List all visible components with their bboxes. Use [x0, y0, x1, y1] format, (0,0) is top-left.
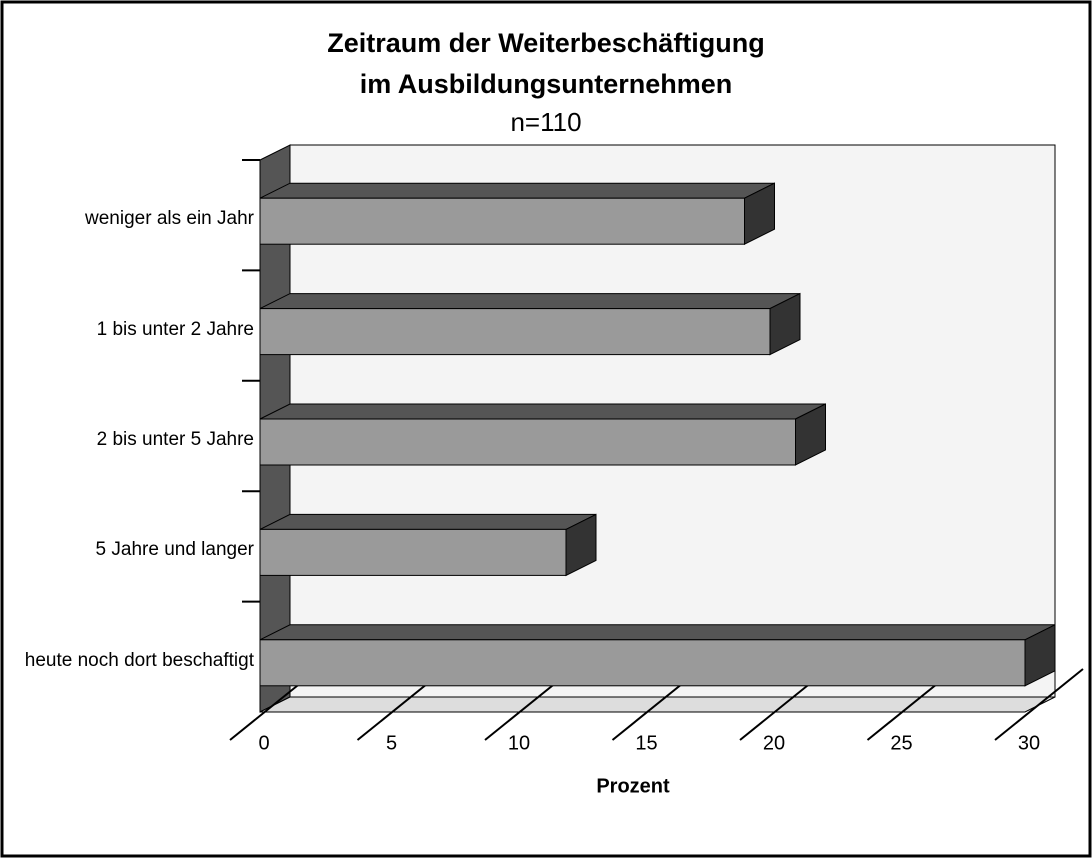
bar [259, 197, 745, 245]
chart-title: Zeitraum der Weiterbeschäftigung [327, 28, 765, 58]
bar [259, 528, 567, 576]
x-tick [994, 668, 1084, 741]
bar-top [259, 403, 826, 420]
bar [259, 418, 796, 466]
y-tick-label: 2 bis unter 5 Jahre [96, 429, 254, 450]
chart-subtitle: n=110 [510, 107, 581, 137]
y-tick-label: heute noch dort beschaftigt [24, 649, 254, 671]
y-tick-label: 5 Jahre und langer [95, 539, 254, 561]
x-axis-label: Prozent [596, 775, 670, 797]
bar [259, 639, 1026, 687]
x-tick-label: 10 [508, 732, 530, 754]
bar-top [259, 513, 597, 530]
y-tick-label: weniger als ein Jahr [85, 208, 254, 230]
bar-top [259, 182, 775, 199]
x-tick-label: 15 [635, 732, 657, 754]
x-tick-label: 25 [890, 732, 912, 754]
x-tick-label: 30 [1018, 732, 1040, 754]
bar-top [259, 293, 801, 310]
bar [259, 308, 771, 356]
x-tick-label: 20 [763, 732, 785, 754]
bar-top [259, 624, 1056, 641]
x-tick-label: 5 [386, 732, 397, 754]
y-tick-label: 1 bis unter 2 Jahre [96, 318, 254, 340]
chart-title: im Ausbildungsunternehmen [360, 69, 733, 99]
x-tick-label: 0 [258, 732, 269, 754]
